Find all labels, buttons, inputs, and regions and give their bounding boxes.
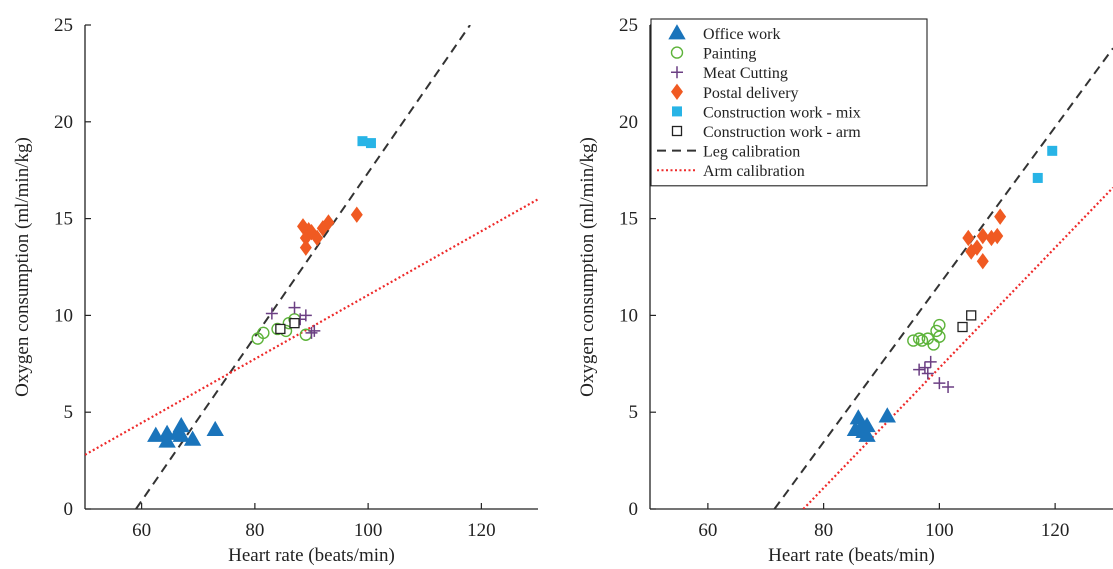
office-point <box>858 416 876 433</box>
leg-calibration-line <box>773 47 1113 509</box>
painting-point <box>927 338 940 351</box>
mix-point <box>1032 172 1043 183</box>
leg-calibration-line <box>135 25 471 509</box>
plot-area <box>85 25 538 509</box>
legend-box <box>650 18 928 187</box>
x-tick-label: 80 <box>814 520 833 541</box>
mix-point <box>365 138 376 149</box>
arm-point <box>957 321 968 333</box>
postal-point <box>991 227 1004 245</box>
arm-calibration-line <box>802 186 1113 509</box>
meat-point <box>933 377 946 390</box>
meat-point <box>924 355 937 368</box>
y-axis-label: Oxygen consumption (ml/min/kg) <box>12 137 33 397</box>
y-tick-label: 15 <box>54 209 73 230</box>
meat-point <box>288 301 301 314</box>
y-tick-label: 10 <box>54 305 73 326</box>
painting-point <box>907 334 920 347</box>
plot-area <box>773 47 1113 509</box>
painting-point <box>257 326 270 340</box>
legend-label: Leg calibration <box>703 144 800 161</box>
legend-label: Construction work - mix <box>703 104 861 121</box>
legend-label: Painting <box>703 46 756 63</box>
y-tick-label: 10 <box>619 305 638 326</box>
y-tick-label: 5 <box>629 402 639 423</box>
legend-marker <box>668 24 686 40</box>
meat-point <box>305 326 318 339</box>
legend: Office work Painting Meat Cutting Postal de… <box>650 18 928 187</box>
y-tick-label: 25 <box>619 15 638 36</box>
postal-point <box>976 227 989 245</box>
painting-point <box>930 324 943 338</box>
legend-label: Postal delivery <box>703 85 799 102</box>
legend-marker <box>671 66 683 79</box>
postal-point <box>962 229 975 247</box>
legend-label: Office work <box>703 26 780 43</box>
arm-point <box>275 323 286 335</box>
arm-point <box>289 317 300 329</box>
y-axis-label: Oxygen consumption (ml/min/kg) <box>577 137 598 397</box>
y-tick-label: 0 <box>64 499 74 520</box>
office-point <box>158 432 176 448</box>
right-plot-panel: 0 5 10 15 20 25 60 80 100 120 Heart rate (beats/mi… <box>577 15 1113 566</box>
x-tick-label: 60 <box>132 520 151 541</box>
x-tick-label: 120 <box>467 520 496 541</box>
office-point <box>858 426 876 442</box>
meat-point <box>921 367 934 380</box>
y-tick-label: 25 <box>54 15 73 36</box>
painting-point <box>915 334 929 347</box>
x-tick-label: 80 <box>245 520 264 541</box>
postal-point <box>970 239 983 256</box>
x-tick-label: 100 <box>354 520 383 541</box>
y-tick-label: 20 <box>619 112 638 133</box>
y-tick-label: 20 <box>54 112 73 133</box>
mix-point <box>357 136 368 147</box>
postal-point <box>994 208 1007 225</box>
y-tick-label: 0 <box>629 499 639 520</box>
meat-point <box>918 361 931 374</box>
office-point <box>878 407 896 423</box>
postal-point <box>976 253 989 270</box>
x-tick-label: 120 <box>1041 520 1070 541</box>
legend-label: Construction work - arm <box>703 124 861 141</box>
y-tick-label: 5 <box>64 402 74 423</box>
office-point <box>172 426 190 442</box>
legend-marker <box>670 46 684 59</box>
office-point <box>849 409 868 425</box>
meat-point <box>942 381 955 394</box>
x-tick-label: 60 <box>698 520 717 541</box>
left-plot-panel: 0 5 10 15 20 25 60 80 100 120 Heart rate (beats/mi… <box>12 15 538 566</box>
x-axis-label: Heart rate (beats/min) <box>228 545 395 566</box>
postal-point <box>299 239 312 256</box>
mix-point <box>1047 145 1058 156</box>
painting-point <box>912 332 926 345</box>
legend-marker <box>671 83 683 100</box>
x-axis-label: Heart rate (beats/min) <box>768 545 935 566</box>
office-point <box>206 420 224 437</box>
postal-point <box>350 206 363 223</box>
legend-marker <box>672 106 682 117</box>
meat-point <box>913 363 926 376</box>
y-tick-label: 15 <box>619 209 638 230</box>
arm-calibration-line <box>85 198 538 456</box>
legend-marker <box>671 125 683 137</box>
meat-point <box>308 324 321 337</box>
arm-point <box>966 310 977 321</box>
x-tick-label: 100 <box>925 520 954 541</box>
postal-point <box>322 214 335 231</box>
painting-point <box>933 330 946 343</box>
meat-point <box>265 307 278 320</box>
legend-label: Meat Cutting <box>703 65 788 82</box>
office-point <box>183 430 202 446</box>
postal-point <box>311 229 324 247</box>
legend-label: Arm calibration <box>703 163 805 180</box>
